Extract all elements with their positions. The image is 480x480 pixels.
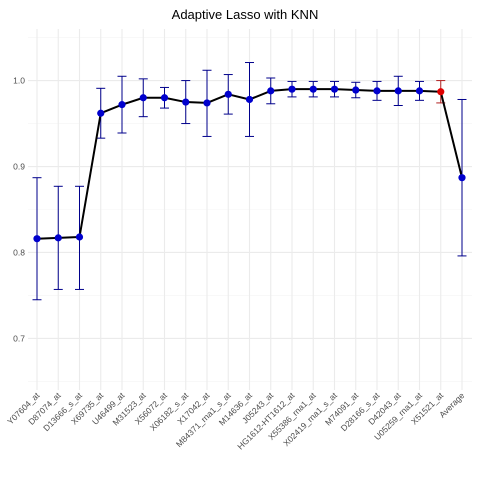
chart-title: Adaptive Lasso with KNN bbox=[172, 7, 319, 22]
data-point bbox=[288, 85, 296, 93]
data-point bbox=[330, 85, 339, 93]
y-tick-label: 0.7 bbox=[13, 333, 25, 343]
data-point bbox=[203, 99, 211, 107]
y-tick-label: 1.0 bbox=[13, 76, 25, 86]
data-point bbox=[54, 234, 62, 242]
data-point bbox=[415, 87, 424, 95]
x-axis-ticks: Y07604_atD87074_atD13666_s_atX69735_atU4… bbox=[5, 390, 466, 452]
data-point bbox=[267, 87, 275, 95]
data-points bbox=[33, 85, 466, 243]
data-point bbox=[33, 235, 41, 243]
data-point bbox=[224, 90, 232, 98]
y-axis-ticks: 0.7 0.8 0.9 1.0 bbox=[13, 76, 25, 344]
grid bbox=[28, 29, 472, 390]
data-point bbox=[97, 109, 105, 117]
y-tick-label: 0.9 bbox=[13, 162, 25, 172]
data-point bbox=[309, 85, 317, 93]
data-point bbox=[139, 94, 147, 102]
data-point bbox=[373, 87, 381, 95]
data-point bbox=[245, 95, 254, 104]
y-tick-label: 0.8 bbox=[13, 247, 25, 257]
data-point bbox=[160, 94, 169, 102]
data-point bbox=[458, 174, 466, 182]
data-point bbox=[118, 101, 126, 109]
data-point bbox=[394, 87, 402, 95]
data-point bbox=[75, 233, 84, 241]
data-point-highlight bbox=[437, 88, 445, 96]
data-point bbox=[182, 98, 190, 106]
data-point bbox=[352, 86, 360, 94]
